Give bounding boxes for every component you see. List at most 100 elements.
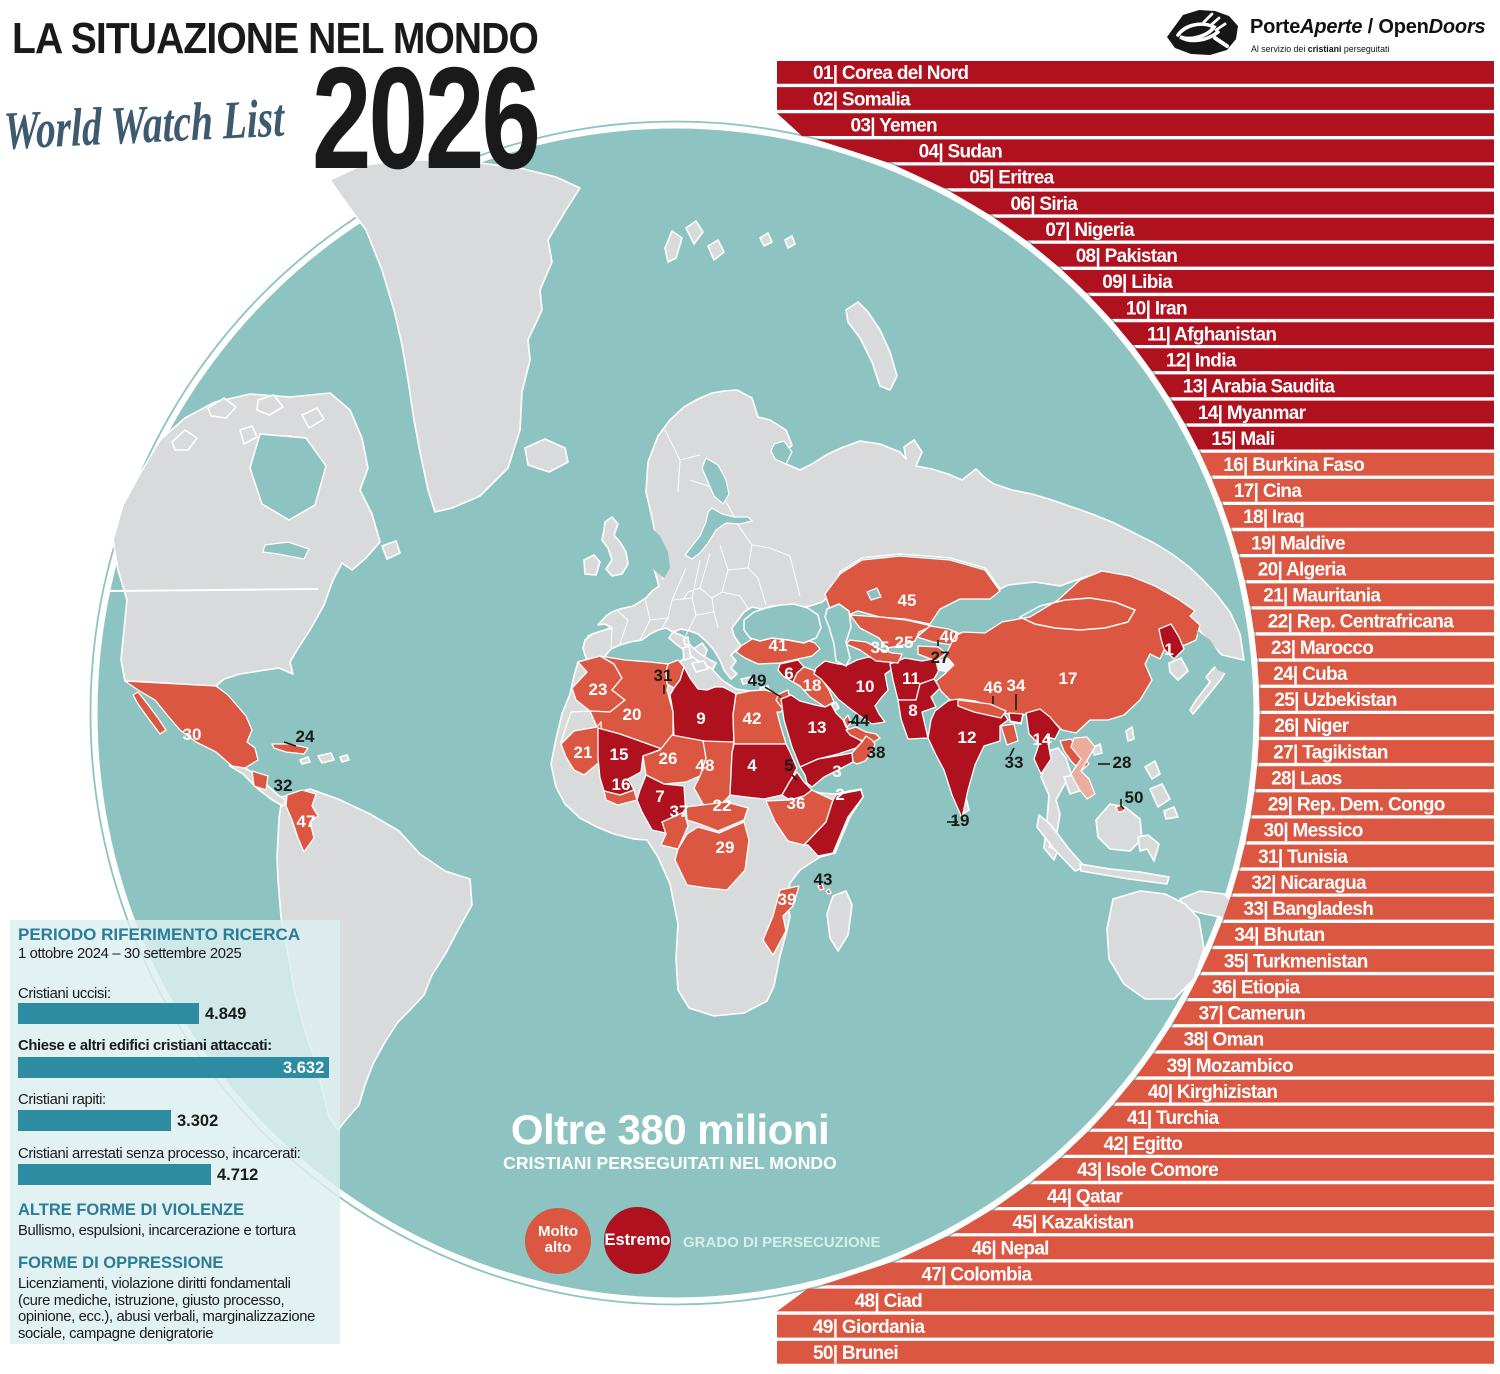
svg-text:27: 27 [931, 648, 950, 667]
svg-text:15: 15 [610, 745, 629, 764]
svg-text:12: 12 [958, 728, 977, 747]
svg-text:20| Algeria: 20| Algeria [1258, 560, 1347, 581]
svg-text:19| Maldive: 19| Maldive [1251, 533, 1345, 554]
svg-text:27| Tagikistan: 27| Tagikistan [1273, 742, 1388, 763]
svg-text:41: 41 [769, 636, 788, 655]
svg-text:46: 46 [984, 678, 1003, 697]
svg-text:12| India: 12| India [1166, 351, 1237, 372]
svg-text:05| Eritrea: 05| Eritrea [969, 168, 1054, 189]
svg-text:3: 3 [832, 762, 841, 781]
svg-text:6: 6 [784, 664, 793, 683]
svg-text:46| Nepal: 46| Nepal [972, 1239, 1049, 1260]
svg-text:36| Etiopia: 36| Etiopia [1212, 977, 1300, 998]
svg-text:16| Burkina Faso: 16| Burkina Faso [1223, 455, 1364, 476]
svg-text:14| Myanmar: 14| Myanmar [1198, 403, 1307, 424]
svg-text:02| Somalia: 02| Somalia [813, 89, 911, 110]
svg-text:06| Siria: 06| Siria [1011, 194, 1079, 215]
svg-text:01| Corea del Nord: 01| Corea del Nord [813, 63, 968, 84]
svg-text:35: 35 [871, 638, 890, 657]
svg-text:28: 28 [1113, 753, 1132, 772]
svg-text:35| Turkmenistan: 35| Turkmenistan [1224, 951, 1368, 972]
svg-text:09| Libia: 09| Libia [1102, 272, 1173, 293]
svg-text:50| Brunei: 50| Brunei [813, 1343, 898, 1364]
svg-text:38| Oman: 38| Oman [1184, 1030, 1264, 1051]
svg-text:39| Mozambico: 39| Mozambico [1167, 1056, 1293, 1077]
svg-text:33: 33 [1005, 753, 1024, 772]
svg-text:45| Kazakistan: 45| Kazakistan [1012, 1213, 1133, 1234]
svg-text:30: 30 [183, 725, 202, 744]
svg-text:29: 29 [716, 838, 735, 857]
svg-text:25: 25 [895, 633, 914, 652]
svg-text:23| Marocco: 23| Marocco [1271, 638, 1373, 659]
svg-text:25| Uzbekistan: 25| Uzbekistan [1274, 690, 1396, 711]
svg-text:17: 17 [1059, 669, 1078, 688]
svg-text:9: 9 [696, 709, 705, 728]
svg-text:29| Rep. Dem. Congo: 29| Rep. Dem. Congo [1268, 795, 1445, 816]
svg-text:42| Egitto: 42| Egitto [1104, 1134, 1183, 1155]
svg-text:04| Sudan: 04| Sudan [919, 142, 1003, 163]
svg-text:18| Iraq: 18| Iraq [1243, 507, 1304, 528]
svg-text:33| Bangladesh: 33| Bangladesh [1244, 899, 1374, 920]
svg-text:21| Mauritania: 21| Mauritania [1263, 586, 1381, 607]
svg-text:03| Yemen: 03| Yemen [851, 115, 937, 136]
svg-text:49: 49 [748, 671, 767, 690]
svg-text:37: 37 [670, 802, 689, 821]
svg-text:50: 50 [1125, 788, 1144, 807]
svg-text:34: 34 [1007, 676, 1026, 695]
svg-text:40| Kirghizistan: 40| Kirghizistan [1148, 1082, 1277, 1103]
svg-text:32: 32 [274, 776, 293, 795]
svg-text:8: 8 [908, 701, 917, 720]
svg-text:10| Iran: 10| Iran [1126, 298, 1187, 319]
svg-text:36: 36 [787, 794, 806, 813]
svg-text:30| Messico: 30| Messico [1264, 821, 1363, 842]
svg-text:26| Niger: 26| Niger [1274, 716, 1349, 737]
svg-text:42: 42 [743, 709, 762, 728]
svg-text:44: 44 [851, 711, 870, 730]
svg-text:48: 48 [696, 756, 715, 775]
svg-text:22| Rep. Centrafricana: 22| Rep. Centrafricana [1268, 612, 1454, 633]
svg-text:21: 21 [574, 743, 593, 762]
svg-text:34| Bhutan: 34| Bhutan [1234, 925, 1324, 946]
svg-text:24: 24 [296, 727, 315, 746]
svg-text:49| Giordania: 49| Giordania [813, 1317, 925, 1338]
svg-text:47: 47 [297, 812, 316, 831]
svg-text:15| Mali: 15| Mali [1211, 429, 1274, 450]
svg-text:32| Nicaragua: 32| Nicaragua [1251, 873, 1367, 894]
svg-text:48| Ciad: 48| Ciad [855, 1291, 922, 1312]
svg-text:2: 2 [835, 785, 844, 804]
svg-text:41| Turchia: 41| Turchia [1127, 1108, 1219, 1129]
svg-text:28| Laos: 28| Laos [1271, 768, 1342, 789]
svg-text:26: 26 [659, 749, 678, 768]
svg-text:31: 31 [654, 666, 673, 685]
svg-text:13: 13 [808, 718, 827, 737]
svg-text:5: 5 [784, 756, 793, 775]
svg-text:43| Isole Comore: 43| Isole Comore [1077, 1160, 1218, 1181]
svg-text:37| Camerun: 37| Camerun [1199, 1004, 1305, 1025]
svg-text:4: 4 [747, 756, 757, 775]
svg-text:38: 38 [867, 743, 886, 762]
svg-text:14: 14 [1033, 730, 1052, 749]
svg-text:10: 10 [856, 677, 875, 696]
svg-text:7: 7 [655, 787, 664, 806]
svg-text:45: 45 [898, 591, 917, 610]
svg-text:18: 18 [803, 676, 822, 695]
svg-text:22: 22 [713, 796, 732, 815]
svg-text:13| Arabia Saudita: 13| Arabia Saudita [1183, 377, 1336, 398]
svg-text:23: 23 [589, 680, 608, 699]
svg-text:40: 40 [940, 627, 959, 646]
svg-text:11: 11 [902, 669, 920, 688]
svg-text:07| Nigeria: 07| Nigeria [1045, 220, 1135, 241]
svg-text:24| Cuba: 24| Cuba [1273, 664, 1348, 685]
svg-text:17| Cina: 17| Cina [1234, 481, 1302, 502]
svg-text:19: 19 [951, 811, 970, 830]
svg-text:08| Pakistan: 08| Pakistan [1076, 246, 1178, 267]
svg-text:39: 39 [778, 890, 797, 909]
svg-text:44| Qatar: 44| Qatar [1047, 1186, 1123, 1207]
svg-text:1: 1 [1164, 640, 1173, 659]
svg-text:43: 43 [814, 870, 833, 889]
svg-text:16: 16 [612, 775, 631, 794]
svg-text:20: 20 [623, 705, 642, 724]
svg-text:47| Colombia: 47| Colombia [922, 1265, 1033, 1286]
svg-text:31| Tunisia: 31| Tunisia [1258, 847, 1348, 868]
svg-text:11| Afghanistan: 11| Afghanistan [1147, 324, 1276, 345]
